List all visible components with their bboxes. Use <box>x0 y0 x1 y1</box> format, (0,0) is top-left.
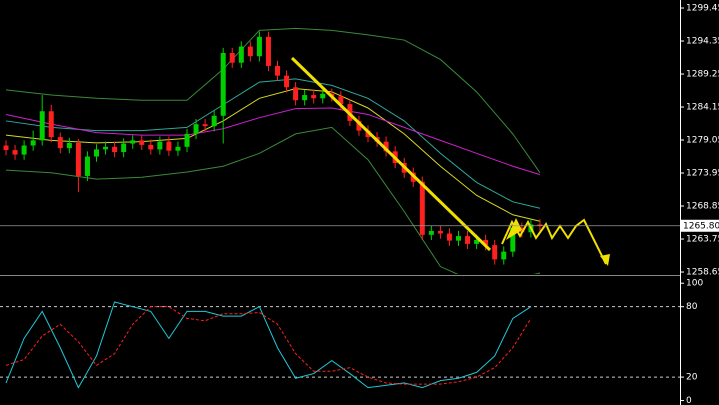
candle-body <box>121 143 127 152</box>
candle-body <box>148 144 154 150</box>
y-tick-label: 1263.75 <box>686 235 719 245</box>
price-axis: 1299.45 1294.35 1289.25 1284.15 1279.05 1273.… <box>680 4 719 405</box>
y-tick-label: 1268.85 <box>686 202 719 212</box>
candle-body <box>311 95 317 99</box>
candle-body <box>338 96 344 105</box>
indicator-line <box>5 27 541 173</box>
candle-body <box>456 236 461 241</box>
y-tick-label: 80 <box>686 302 698 312</box>
y-tick-label: 1258.65 <box>686 268 719 278</box>
candle-body <box>193 124 199 134</box>
candle-body <box>48 111 54 138</box>
current-price-label: 1265.80 <box>683 221 719 231</box>
candle-body <box>383 141 389 152</box>
candle-body <box>166 141 172 151</box>
candle-body <box>474 239 480 244</box>
candle-body <box>94 149 99 157</box>
y-tick-label: 100 <box>686 279 703 289</box>
candle-body <box>256 36 262 57</box>
indicator-line <box>5 126 541 274</box>
candle-body <box>510 227 516 252</box>
candle-body <box>501 251 507 260</box>
y-tick-label: 0 <box>686 396 692 405</box>
candle-body <box>229 52 235 63</box>
candle-body <box>419 181 425 235</box>
y-tick-label: 1289.25 <box>686 70 719 80</box>
trend-line <box>290 56 492 252</box>
candle-body <box>492 245 498 260</box>
arrow-head <box>506 218 522 240</box>
price-panel <box>3 27 543 274</box>
candle-body <box>12 150 18 155</box>
candle-body <box>465 236 471 244</box>
y-tick-label: 1279.05 <box>686 136 719 146</box>
candle-body <box>3 145 9 151</box>
oscillator-panel <box>0 301 680 389</box>
oscillator-line <box>5 306 532 385</box>
indicator-line <box>5 107 541 176</box>
arrow-head <box>600 254 610 266</box>
candle-body <box>202 124 208 127</box>
y-tick-label: 1284.15 <box>686 103 719 113</box>
candle-body <box>428 230 434 235</box>
candle-body <box>157 141 163 150</box>
candle-body <box>437 230 443 234</box>
candle-body <box>293 87 299 101</box>
candle-body <box>320 93 326 99</box>
y-tick-label: 1273.95 <box>686 169 719 179</box>
candle-body <box>175 146 181 151</box>
candle-body <box>265 36 271 66</box>
candle-body <box>483 239 489 246</box>
candle-body <box>139 140 145 145</box>
candle-body <box>356 120 362 131</box>
candle-body <box>84 156 90 176</box>
candle-body <box>275 65 280 76</box>
candle-body <box>247 46 253 57</box>
forecast-path <box>501 218 607 265</box>
candle-body <box>365 130 371 138</box>
candle-body <box>103 146 109 150</box>
candle-body <box>446 233 452 241</box>
indicator-line <box>5 78 541 209</box>
y-tick-label: 20 <box>686 373 698 383</box>
candle-body <box>130 140 136 144</box>
candle-body <box>284 75 290 88</box>
candle-body <box>112 146 118 152</box>
candle-body <box>39 111 45 141</box>
current-price-box <box>681 219 719 232</box>
candle-body <box>184 133 190 147</box>
y-tick-label: 1294.35 <box>686 37 719 47</box>
candle-body <box>537 224 543 226</box>
candle-body <box>30 140 36 146</box>
y-tick-label: 1299.45 <box>686 4 719 14</box>
candle-body <box>302 95 308 101</box>
candle-body <box>75 142 81 176</box>
candle-body <box>21 145 27 155</box>
candle-body <box>238 46 244 63</box>
candle-body <box>211 115 217 127</box>
annotations <box>290 56 610 266</box>
candle-body <box>220 52 226 116</box>
candle-body <box>66 142 72 149</box>
candle-body <box>57 137 63 149</box>
